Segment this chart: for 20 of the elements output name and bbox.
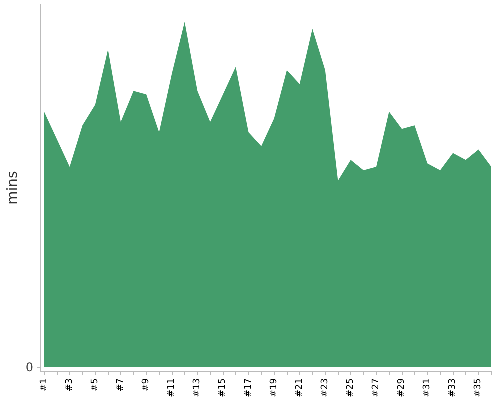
x-tick-label: #29 <box>397 378 408 398</box>
x-tick-label: #9 <box>142 378 152 392</box>
x-tick-label: #25 <box>346 378 356 398</box>
text: 0 <box>26 360 34 375</box>
x-tick-label: #23 <box>320 378 330 398</box>
x-tick-label: #15 <box>218 378 228 398</box>
x-tick-label: #35 <box>474 378 484 398</box>
x-tick-label: #5 <box>90 378 100 392</box>
x-tick-label: #33 <box>448 378 458 398</box>
x-tick-label: #1 <box>39 378 50 392</box>
x-tick-label: #31 <box>422 378 433 398</box>
x-tick-label: #11 <box>167 378 178 398</box>
x-tick-label: #13 <box>192 378 203 398</box>
y-axis-title: mins <box>4 171 21 205</box>
x-tick-label: #7 <box>116 378 126 392</box>
x-tick-label: #21 <box>294 378 305 398</box>
x-tick-label: #27 <box>372 378 382 398</box>
x-tick-label: #19 <box>269 378 280 398</box>
x-tick-label: #17 <box>244 378 254 398</box>
x-tick-label: #3 <box>64 378 75 392</box>
